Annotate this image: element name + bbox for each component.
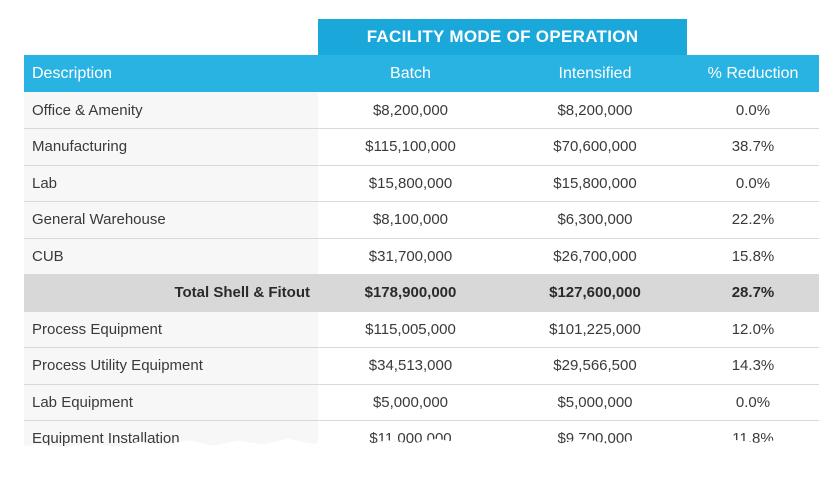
- cell-batch: $115,100,000: [318, 128, 503, 166]
- table-row: Lab $15,800,000 $15,800,000 0.0%: [24, 165, 819, 202]
- cell-batch: $34,513,000: [318, 347, 503, 385]
- cell-intensified: $70,600,000: [503, 128, 687, 166]
- torn-paper-sheet: FACILITY MODE OF OPERATION Description B…: [7, 4, 833, 449]
- cell-reduction: 22.2%: [687, 201, 819, 239]
- cell-description: General Warehouse: [24, 201, 318, 239]
- table-row: Office & Amenity $8,200,000 $8,200,000 0…: [24, 92, 819, 129]
- cell-intensified: $127,600,000: [503, 274, 687, 312]
- cell-reduction: 0.0%: [687, 165, 819, 202]
- cell-batch: $15,800,000: [318, 165, 503, 202]
- cell-reduction: 15.8%: [687, 238, 819, 275]
- cell-intensified: $8,200,000: [503, 92, 687, 129]
- table-row: Equipment Installation $11,000,000 $9,70…: [24, 420, 819, 449]
- cell-intensified: $9,700,000: [503, 420, 687, 449]
- cell-reduction: 0.0%: [687, 92, 819, 129]
- table-row: Lab Equipment $5,000,000 $5,000,000 0.0%: [24, 384, 819, 421]
- cost-comparison-table: Description Batch Intensified % Reductio…: [24, 55, 819, 449]
- cell-description: Office & Amenity: [24, 92, 318, 129]
- cell-description: Total Shell & Fitout: [24, 274, 318, 312]
- cell-intensified: $101,225,000: [503, 311, 687, 348]
- cell-batch: $31,700,000: [318, 238, 503, 275]
- banner-row: FACILITY MODE OF OPERATION: [24, 19, 819, 55]
- cell-description: Lab Equipment: [24, 384, 318, 421]
- table-header-row: Description Batch Intensified % Reductio…: [24, 55, 819, 92]
- cell-reduction: 38.7%: [687, 128, 819, 166]
- cell-batch: $5,000,000: [318, 384, 503, 421]
- header-intensified: Intensified: [558, 64, 632, 82]
- partial-row-text: ... & ...: [36, 461, 80, 479]
- cell-intensified: $29,566,500: [503, 347, 687, 385]
- cell-reduction: 28.7%: [687, 274, 819, 312]
- header-description: Description: [32, 64, 113, 82]
- header-batch: Batch: [390, 64, 431, 82]
- table-row: Process Utility Equipment $34,513,000 $2…: [24, 347, 819, 385]
- cell-reduction: 0.0%: [687, 384, 819, 421]
- cell-description: CUB: [24, 238, 318, 275]
- cell-reduction: 11.8%: [687, 420, 819, 449]
- cell-batch: $8,200,000: [318, 92, 503, 129]
- cell-reduction: 12.0%: [687, 311, 819, 348]
- cell-intensified: $5,000,000: [503, 384, 687, 421]
- cell-batch: $178,900,000: [318, 274, 503, 312]
- cell-description: Lab: [24, 165, 318, 202]
- table-row: CUB $31,700,000 $26,700,000 15.8%: [24, 238, 819, 275]
- cell-description: Process Utility Equipment: [24, 347, 318, 385]
- cell-description: Process Equipment: [24, 311, 318, 348]
- cell-description: Equipment Installation: [24, 420, 318, 449]
- table-row: Manufacturing $115,100,000 $70,600,000 3…: [24, 128, 819, 166]
- cost-table-page: FACILITY MODE OF OPERATION Description B…: [24, 19, 819, 480]
- table-row: General Warehouse $8,100,000 $6,300,000 …: [24, 201, 819, 239]
- cell-batch: $11,000,000: [318, 420, 503, 449]
- cell-batch: $115,005,000: [318, 311, 503, 348]
- cell-description: Manufacturing: [24, 128, 318, 166]
- table-row: Process Equipment $115,005,000 $101,225,…: [24, 311, 819, 348]
- cell-intensified: $6,300,000: [503, 201, 687, 239]
- cell-reduction: 14.3%: [687, 347, 819, 385]
- facility-mode-banner: FACILITY MODE OF OPERATION: [318, 19, 687, 55]
- cell-intensified: $26,700,000: [503, 238, 687, 275]
- total-row: Total Shell & Fitout $178,900,000 $127,6…: [24, 274, 819, 312]
- header-reduction: % Reduction: [707, 64, 799, 82]
- cell-intensified: $15,800,000: [503, 165, 687, 202]
- torn-partial-row: ... & ...: [24, 458, 819, 480]
- cell-batch: $8,100,000: [318, 201, 503, 239]
